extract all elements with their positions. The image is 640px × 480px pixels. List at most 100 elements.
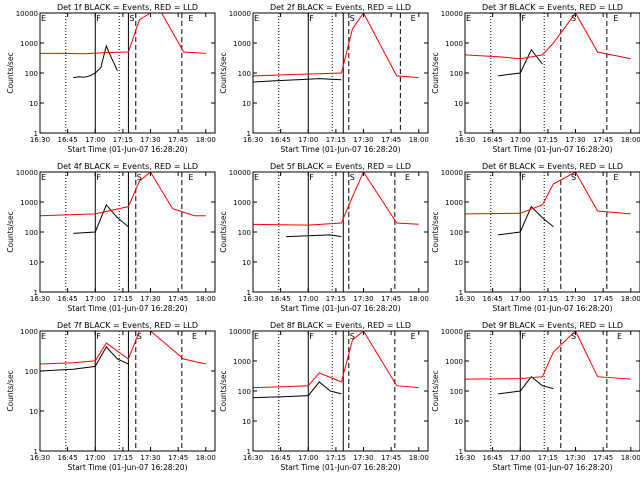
x-tick-label: 16:45 (58, 136, 78, 144)
y-axis-label: Counts/sec (431, 370, 440, 411)
x-tick-label: 17:45 (593, 136, 613, 144)
y-tick-label: 100 (450, 229, 463, 237)
x-tick-label: 18:00 (409, 136, 429, 144)
x-tick-label: 16:30 (30, 295, 50, 303)
lld-series-line (465, 331, 631, 380)
y-tick-label: 10000 (441, 328, 463, 336)
y-tick-label: 1 (247, 289, 251, 297)
lld-series-line (40, 13, 206, 55)
y-tick-label: 10 (29, 100, 38, 108)
lld-series-line (40, 331, 206, 365)
detector-panel-1: Det 1f BLACK = Events, RED = LLD E F S E 16:3… (6, 3, 216, 154)
x-tick-label: 16:45 (271, 136, 291, 144)
y-tick-label: 10 (454, 100, 463, 108)
x-tick-label: 16:30 (243, 136, 263, 144)
y-tick-label: 100 (450, 70, 463, 78)
x-tick-label: 18:00 (621, 136, 640, 144)
marker-label: E (405, 173, 410, 182)
x-tick-label: 18:00 (196, 295, 216, 303)
y-tick-label: 100 (25, 229, 38, 237)
x-tick-label: 17:15 (326, 454, 346, 462)
x-tick-label: 17:15 (113, 295, 133, 303)
x-tick-label: 17:30 (353, 295, 373, 303)
marker-label: E (466, 14, 471, 23)
y-tick-label: 10000 (441, 10, 463, 18)
marker-label: E (188, 173, 193, 182)
marker-label: E (466, 332, 471, 341)
y-tick-label: 10000 (16, 169, 38, 177)
marker-label: S (129, 14, 134, 23)
marker-label: F (521, 14, 526, 23)
marker-label: E (254, 173, 259, 182)
marker-label: E (192, 332, 197, 341)
x-axis-label: Start Time (01-Jun-07 16:28:20) (493, 145, 613, 154)
lld-series-line (253, 172, 419, 226)
detector-panel-5: Det 5f BLACK = Events, RED = LLD E F S E 16:3… (219, 162, 429, 313)
marker-label: S (350, 14, 355, 23)
y-axis-label: Counts/sec (219, 370, 228, 411)
panel-title: Det 8f BLACK = Events, RED = LLD (270, 321, 411, 330)
y-tick-label: 1000 (20, 40, 38, 48)
x-tick-label: 17:00 (510, 136, 530, 144)
x-tick-label: 17:30 (140, 136, 160, 144)
marker-label: E (613, 173, 618, 182)
x-tick-label: 16:45 (483, 295, 503, 303)
panel-title: Det 4f BLACK = Events, RED = LLD (57, 162, 198, 171)
x-tick-label: 16:45 (58, 454, 78, 462)
x-tick-label: 17:15 (538, 136, 558, 144)
x-tick-label: 17:15 (538, 295, 558, 303)
x-tick-label: 17:00 (298, 454, 318, 462)
x-tick-label: 18:00 (621, 295, 640, 303)
y-tick-label: 1 (459, 289, 463, 297)
marker-label: E (41, 14, 46, 23)
x-tick-label: 17:30 (565, 136, 585, 144)
y-axis-label: Counts/sec (219, 211, 228, 252)
y-tick-label: 1 (247, 448, 251, 456)
detector-panel-9: Det 9f BLACK = Events, RED = LLD E F S E 16:3… (431, 321, 640, 472)
marker-label: F (521, 173, 526, 182)
events-series-line (498, 48, 543, 77)
y-axis-label: Counts/sec (6, 52, 15, 93)
y-tick-label: 10 (29, 408, 38, 416)
marker-label: S (137, 173, 142, 182)
lld-series-line (465, 13, 631, 60)
x-tick-label: 17:30 (140, 454, 160, 462)
y-tick-label: 1 (34, 448, 38, 456)
y-tick-label: 1 (459, 130, 463, 138)
panel-title: Det 7f BLACK = Events, RED = LLD (57, 321, 198, 330)
y-tick-label: 1000 (233, 40, 251, 48)
panel-title: Det 6f BLACK = Events, RED = LLD (482, 162, 623, 171)
marker-label: E (254, 332, 259, 341)
events-series-line (253, 78, 342, 83)
x-tick-label: 18:00 (196, 454, 216, 462)
panel-title: Det 2f BLACK = Events, RED = LLD (270, 3, 411, 12)
y-axis-label: Counts/sec (6, 370, 15, 411)
lld-series-line (40, 172, 206, 217)
events-series-line (286, 234, 342, 238)
x-tick-label: 17:00 (85, 136, 105, 144)
marker-label: S (137, 332, 142, 341)
y-tick-label: 10 (454, 259, 463, 267)
x-tick-label: 16:30 (455, 454, 475, 462)
x-tick-label: 17:00 (510, 454, 530, 462)
x-tick-label: 17:15 (538, 454, 558, 462)
marker-label: S (350, 173, 355, 182)
marker-label: F (309, 14, 314, 23)
y-tick-label: 100 (238, 388, 251, 396)
y-tick-label: 100 (450, 388, 463, 396)
y-tick-label: 1000 (445, 40, 463, 48)
y-tick-label: 10000 (441, 169, 463, 177)
events-series-line (498, 205, 554, 236)
axes-frame (39, 330, 216, 452)
x-tick-label: 17:00 (298, 136, 318, 144)
x-axis-label: Start Time (01-Jun-07 16:28:20) (68, 145, 188, 154)
x-tick-label: 17:15 (326, 295, 346, 303)
panel-title: Det 5f BLACK = Events, RED = LLD (270, 162, 411, 171)
y-tick-label: 10000 (229, 169, 251, 177)
marker-label: E (617, 332, 622, 341)
x-tick-label: 16:30 (455, 295, 475, 303)
events-series-line (73, 44, 118, 79)
y-tick-label: 1000 (445, 199, 463, 207)
x-tick-label: 16:45 (271, 454, 291, 462)
